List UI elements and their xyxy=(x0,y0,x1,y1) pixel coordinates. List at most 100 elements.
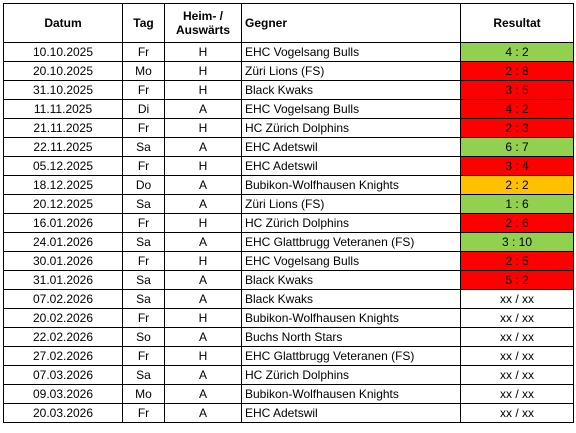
cell-home-away: H xyxy=(164,80,242,100)
cell-result: 6 : 7 xyxy=(460,137,574,157)
cell-date: 18.12.2025 xyxy=(3,175,123,195)
cell-home-away: H xyxy=(164,42,242,62)
cell-date: 20.02.2026 xyxy=(3,308,123,328)
cell-opponent: Züri Lions (FS) xyxy=(241,194,461,214)
table-row: 21.11.2025 Fr H HC Zürich Dolphins 2 : 3 xyxy=(3,118,574,138)
cell-day: Fr xyxy=(122,80,165,100)
cell-home-away: A xyxy=(164,137,242,157)
cell-day: Sa xyxy=(122,232,165,252)
table-row: 31.01.2026 Sa A Black Kwaks 5 : 2 xyxy=(3,270,574,290)
cell-opponent: EHC Glattbrugg Veteranen (FS) xyxy=(241,232,461,252)
cell-day: So xyxy=(122,327,165,347)
cell-result: xx / xx xyxy=(460,403,574,423)
cell-home-away: A xyxy=(164,327,242,347)
cell-day: Fr xyxy=(122,346,165,366)
cell-date: 31.01.2026 xyxy=(3,270,123,290)
cell-day: Fr xyxy=(122,42,165,62)
header-row: Datum Tag Heim- / Auswärts Gegner Result… xyxy=(3,3,574,43)
table-row: 11.11.2025 Di A EHC Vogelsang Bulls 4 : 2 xyxy=(3,99,574,119)
cell-opponent: Bubikon-Wolfhausen Knights xyxy=(241,175,461,195)
cell-opponent: Bubikon-Wolfhausen Knights xyxy=(241,384,461,404)
cell-result: xx / xx xyxy=(460,308,574,328)
table-row: 05.12.2025 Fr H EHC Adetswil 3 : 4 xyxy=(3,156,574,176)
table-row: 10.10.2025 Fr H EHC Vogelsang Bulls 4 : 2 xyxy=(3,42,574,62)
cell-home-away: H xyxy=(164,61,242,81)
table-row: 20.12.2025 Sa A Züri Lions (FS) 1 : 6 xyxy=(3,194,574,214)
table-row: 07.02.2026 Sa A Black Kwaks xx / xx xyxy=(3,289,574,309)
cell-result: 2 : 6 xyxy=(460,213,574,233)
table-row: 27.02.2026 Fr H EHC Glattbrugg Veteranen (F… xyxy=(3,346,574,366)
cell-date: 22.02.2026 xyxy=(3,327,123,347)
header-date: Datum xyxy=(3,3,123,43)
cell-day: Sa xyxy=(122,194,165,214)
cell-date: 30.01.2026 xyxy=(3,251,123,271)
table-row: 20.03.2026 Fr A EHC Adetswil xx / xx xyxy=(3,403,574,423)
cell-opponent: EHC Adetswil xyxy=(241,137,461,157)
cell-home-away: H xyxy=(164,251,242,271)
cell-opponent: EHC Vogelsang Bulls xyxy=(241,42,461,62)
cell-day: Fr xyxy=(122,213,165,233)
header-result: Resultat xyxy=(460,3,574,43)
cell-result: 3 : 5 xyxy=(460,80,574,100)
cell-opponent: EHC Glattbrugg Veteranen (FS) xyxy=(241,346,461,366)
cell-opponent: Züri Lions (FS) xyxy=(241,61,461,81)
cell-result: 2 : 2 xyxy=(460,175,574,195)
cell-opponent: Bubikon-Wolfhausen Knights xyxy=(241,308,461,328)
cell-day: Sa xyxy=(122,270,165,290)
cell-opponent: EHC Vogelsang Bulls xyxy=(241,251,461,271)
cell-day: Mo xyxy=(122,384,165,404)
table-row: 09.03.2026 Mo A Bubikon-Wolfhausen Knights x… xyxy=(3,384,574,404)
cell-day: Fr xyxy=(122,156,165,176)
cell-result: 2 : 8 xyxy=(460,61,574,81)
cell-opponent: EHC Adetswil xyxy=(241,403,461,423)
cell-result: xx / xx xyxy=(460,327,574,347)
table-row: 22.02.2026 So A Buchs North Stars xx / xx xyxy=(3,327,574,347)
cell-opponent: HC Zürich Dolphins xyxy=(241,365,461,385)
cell-date: 07.02.2026 xyxy=(3,289,123,309)
cell-opponent: Black Kwaks xyxy=(241,270,461,290)
cell-opponent: HC Zürich Dolphins xyxy=(241,213,461,233)
cell-date: 21.11.2025 xyxy=(3,118,123,138)
cell-home-away: A xyxy=(164,365,242,385)
cell-date: 10.10.2025 xyxy=(3,42,123,62)
cell-day: Sa xyxy=(122,137,165,157)
schedule-table: Datum Tag Heim- / Auswärts Gegner Result… xyxy=(3,3,574,423)
cell-date: 24.01.2026 xyxy=(3,232,123,252)
cell-home-away: A xyxy=(164,384,242,404)
cell-home-away: A xyxy=(164,270,242,290)
cell-home-away: A xyxy=(164,99,242,119)
cell-home-away: A xyxy=(164,175,242,195)
cell-result: xx / xx xyxy=(460,346,574,366)
table-row: 20.10.2025 Mo H Züri Lions (FS) 2 : 8 xyxy=(3,61,574,81)
cell-date: 16.01.2026 xyxy=(3,213,123,233)
cell-date: 31.10.2025 xyxy=(3,80,123,100)
table-row: 24.01.2026 Sa A EHC Glattbrugg Veteranen (F… xyxy=(3,232,574,252)
cell-day: Fr xyxy=(122,308,165,328)
cell-home-away: A xyxy=(164,289,242,309)
schedule-body: 10.10.2025 Fr H EHC Vogelsang Bulls 4 : 2 20.… xyxy=(3,42,574,423)
cell-date: 05.12.2025 xyxy=(3,156,123,176)
table-row: 07.03.2026 Sa A HC Zürich Dolphins xx / xx xyxy=(3,365,574,385)
cell-day: Di xyxy=(122,99,165,119)
cell-date: 07.03.2026 xyxy=(3,365,123,385)
header-home-away-line2: Auswärts xyxy=(175,23,231,37)
cell-home-away: A xyxy=(164,403,242,423)
cell-day: Fr xyxy=(122,403,165,423)
cell-day: Do xyxy=(122,175,165,195)
cell-result: 4 : 2 xyxy=(460,42,574,62)
cell-day: Fr xyxy=(122,118,165,138)
table-row: 30.01.2026 Fr H EHC Vogelsang Bulls 2 : 5 xyxy=(3,251,574,271)
cell-opponent: Black Kwaks xyxy=(241,80,461,100)
cell-result: 2 : 3 xyxy=(460,118,574,138)
cell-opponent: HC Zürich Dolphins xyxy=(241,118,461,138)
cell-result: 1 : 6 xyxy=(460,194,574,214)
table-row: 31.10.2025 Fr H Black Kwaks 3 : 5 xyxy=(3,80,574,100)
cell-date: 27.02.2026 xyxy=(3,346,123,366)
cell-result: 3 : 10 xyxy=(460,232,574,252)
header-home-away: Heim- / Auswärts xyxy=(164,3,242,43)
cell-day: Mo xyxy=(122,61,165,81)
cell-home-away: A xyxy=(164,194,242,214)
header-home-away-line1: Heim- / xyxy=(182,9,223,23)
cell-date: 20.10.2025 xyxy=(3,61,123,81)
